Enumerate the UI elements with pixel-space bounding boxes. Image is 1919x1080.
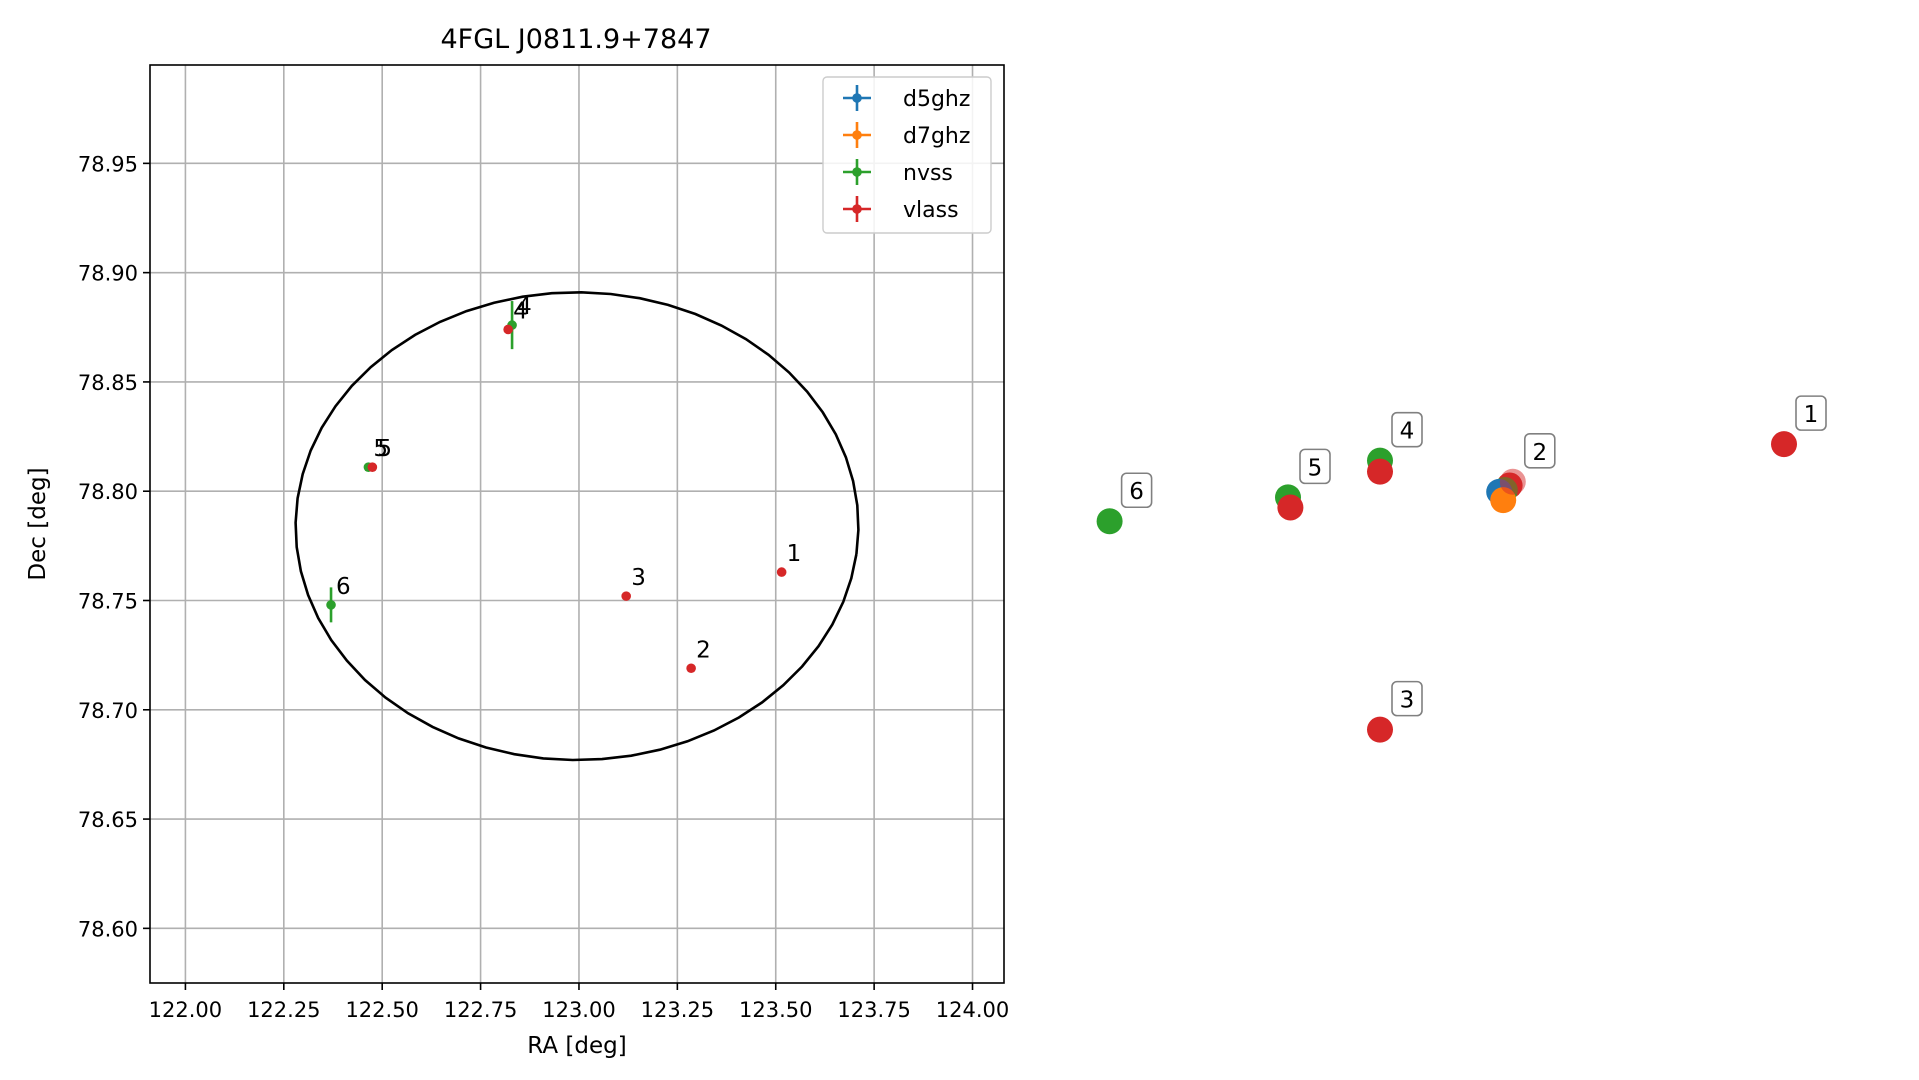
source-label-box	[1524, 432, 1556, 469]
source-map-panel: 1 2 4 5 6 3	[1096, 395, 1827, 743]
y-tick-label: 78.95	[78, 152, 138, 176]
legend-marker-nvss	[852, 167, 862, 177]
source-label: 2	[696, 637, 711, 663]
nvss-point	[326, 600, 336, 610]
source-label-box	[1391, 680, 1423, 717]
source-label: 3	[1400, 688, 1415, 714]
source-label-box	[1120, 472, 1153, 509]
y-tick-label: 78.60	[78, 917, 138, 941]
y-axis-ticks: 78.60 78.65 78.70 78.75 78.80 78.85 78.90 78.95	[78, 152, 150, 941]
legend-marker-d5ghz	[852, 93, 862, 103]
source-markers: 4 5 6 1 2 3 4 5	[326, 294, 802, 674]
x-tick-label: 123.75	[837, 998, 910, 1022]
source-label: 5	[377, 436, 392, 462]
x-tick-label: 122.50	[345, 998, 418, 1022]
vlass-marker	[1367, 716, 1393, 743]
vlass-marker	[1367, 458, 1393, 485]
source-label: 5	[373, 436, 388, 462]
x-axis-ticks: 122.00 122.25 122.50 122.75 123.00 123.25 123.…	[149, 983, 1009, 1022]
ellipse-outline	[294, 290, 860, 762]
source-label: 3	[631, 565, 646, 591]
y-tick-label: 78.80	[78, 480, 138, 504]
y-tick-label: 78.75	[78, 590, 138, 614]
vlass-marker	[1771, 431, 1797, 458]
source-label: 1	[787, 541, 802, 567]
legend-marker-vlass	[852, 204, 862, 214]
legend-label-d7ghz: d7ghz	[903, 124, 970, 149]
vlass-marker	[1499, 468, 1526, 495]
x-tick-label: 124.00	[936, 998, 1009, 1022]
y-tick-label: 78.65	[78, 808, 138, 832]
x-tick-label: 122.00	[149, 998, 222, 1022]
legend-box	[822, 76, 992, 234]
legend-label-vlass: vlass	[903, 198, 959, 223]
vlass-marker	[1277, 494, 1304, 521]
localization-ellipse	[294, 290, 860, 762]
source-label: 6	[336, 574, 351, 600]
source-label: 4	[517, 294, 532, 320]
x-tick-label: 123.00	[542, 998, 615, 1022]
legend-label-nvss: nvss	[903, 161, 953, 186]
vlass-point	[776, 567, 787, 577]
source-label: 5	[1308, 455, 1323, 481]
vlass-point	[367, 462, 378, 472]
source-label: 4	[1400, 419, 1415, 445]
y-tick-label: 78.90	[78, 262, 138, 286]
x-tick-label: 122.25	[247, 998, 320, 1022]
x-tick-label: 122.75	[444, 998, 517, 1022]
x-tick-label: 123.50	[739, 998, 812, 1022]
legend-label-d5ghz: d5ghz	[903, 87, 970, 112]
source-label-box	[1299, 448, 1331, 485]
nvss-marker	[1096, 508, 1123, 535]
x-tick-label: 123.25	[641, 998, 714, 1022]
vlass-point	[686, 663, 696, 674]
chart-title: 4FGL J0811.9+7847	[440, 24, 711, 55]
source-label: 1	[1804, 402, 1819, 428]
y-tick-label: 78.70	[78, 699, 138, 723]
y-axis-label: Dec [deg]	[25, 467, 51, 580]
y-tick-label: 78.85	[78, 371, 138, 395]
plot-area: 4 5 6 1 2 3 4 5	[149, 64, 1005, 984]
x-axis-label: RA [deg]	[527, 1033, 626, 1059]
source-label-box	[1391, 411, 1423, 448]
source-label: 2	[1532, 440, 1547, 466]
vlass-point	[621, 591, 631, 601]
source-label-box	[1795, 395, 1827, 431]
source-label: 6	[1129, 479, 1144, 505]
vlass-point	[503, 324, 513, 335]
legend-marker-d7ghz	[852, 130, 862, 140]
grid-lines	[150, 65, 1004, 983]
plot-frame	[149, 64, 1005, 984]
source-label: 4	[513, 298, 528, 324]
legend: d5ghz d7ghz nvss vlass	[822, 76, 992, 234]
